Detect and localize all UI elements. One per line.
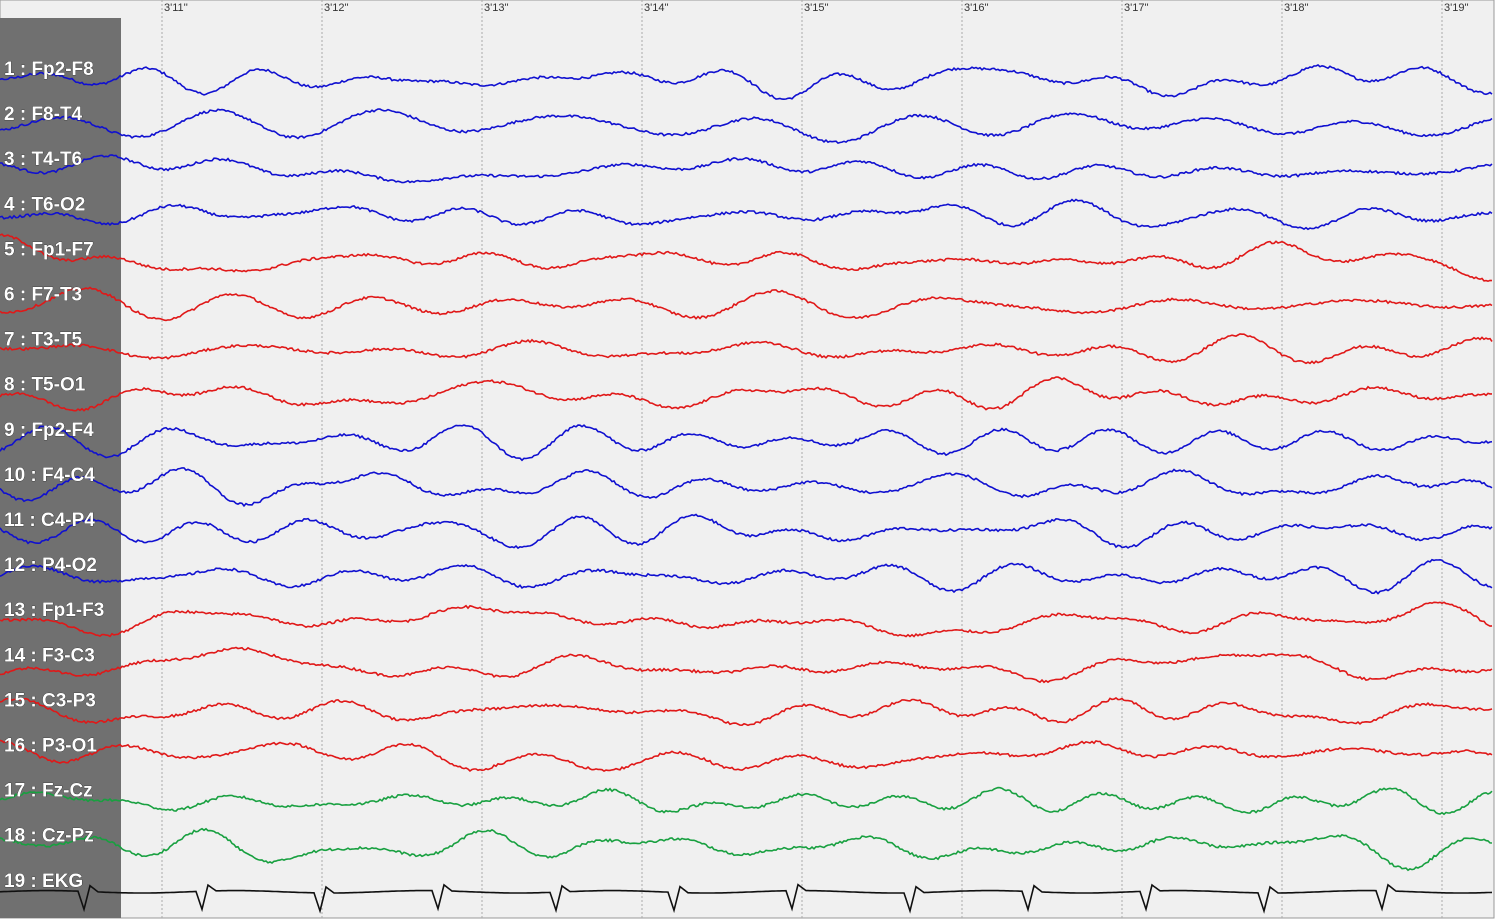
time-axis: 3'11'' 3'12'' 3'13'' 3'14'' 3'15'' 3'16'' 3'17… xyxy=(161,0,1469,918)
eeg-trace xyxy=(0,827,1493,872)
channel-label: 13 : Fp1-F3 xyxy=(4,600,104,621)
eeg-trace xyxy=(0,198,1493,231)
eeg-trace xyxy=(0,786,1493,816)
time-label: 3'18'' xyxy=(1284,2,1309,14)
eeg-trace xyxy=(0,108,1493,144)
eeg-trace xyxy=(0,64,1493,101)
channel-label: 17 : Fz-Cz xyxy=(4,781,93,802)
eeg-trace xyxy=(0,333,1493,365)
time-label: 3'15'' xyxy=(804,2,829,14)
channel-label: 7 : T3-T5 xyxy=(4,330,83,351)
channel-label: 15 : C3-P3 xyxy=(4,690,96,711)
time-label: 3'12'' xyxy=(324,2,349,14)
eeg-trace xyxy=(0,286,1493,322)
eeg-trace xyxy=(0,883,1493,914)
channel-label: 2 : F8-T4 xyxy=(4,104,83,125)
time-label: 3'13'' xyxy=(484,2,509,14)
time-label: 3'11'' xyxy=(164,2,188,14)
eeg-trace xyxy=(0,697,1493,727)
eeg-trace xyxy=(0,376,1492,412)
eeg-trace xyxy=(0,154,1493,184)
channel-label: 1 : Fp2-F8 xyxy=(4,59,94,80)
eeg-trace xyxy=(0,424,1493,462)
channel-label: 11 : C4-P4 xyxy=(4,510,95,531)
eeg-trace xyxy=(0,467,1493,508)
eeg-trace xyxy=(0,601,1493,638)
channel-label: 18 : Cz-Pz xyxy=(4,826,94,847)
channel-label: 6 : F7-T3 xyxy=(4,285,82,306)
eeg-trace xyxy=(0,646,1493,684)
eeg-trace xyxy=(0,513,1493,550)
channel-label: 12 : P4-O2 xyxy=(4,555,97,576)
time-label: 3'16'' xyxy=(964,2,989,14)
eeg-trace xyxy=(0,233,1493,283)
eeg-trace xyxy=(0,558,1493,595)
channel-label: 9 : Fp2-F4 xyxy=(4,420,94,441)
channel-label: 5 : Fp1-F7 xyxy=(4,239,94,260)
time-label: 3'17'' xyxy=(1124,2,1149,14)
channel-label: 8 : T5-O1 xyxy=(4,375,86,396)
channel-label: 10 : F4-C4 xyxy=(4,465,95,486)
channel-label: 16 : P3-O1 xyxy=(4,736,97,757)
eeg-trace xyxy=(0,739,1493,773)
channel-label: 19 : EKG xyxy=(4,871,83,892)
time-label: 3'19'' xyxy=(1444,2,1469,14)
channel-label: 4 : T6-O2 xyxy=(4,194,85,215)
time-label: 3'14'' xyxy=(644,2,669,14)
channel-label: 3 : T4-T6 xyxy=(4,149,82,170)
channel-label: 14 : F3-C3 xyxy=(4,645,95,666)
